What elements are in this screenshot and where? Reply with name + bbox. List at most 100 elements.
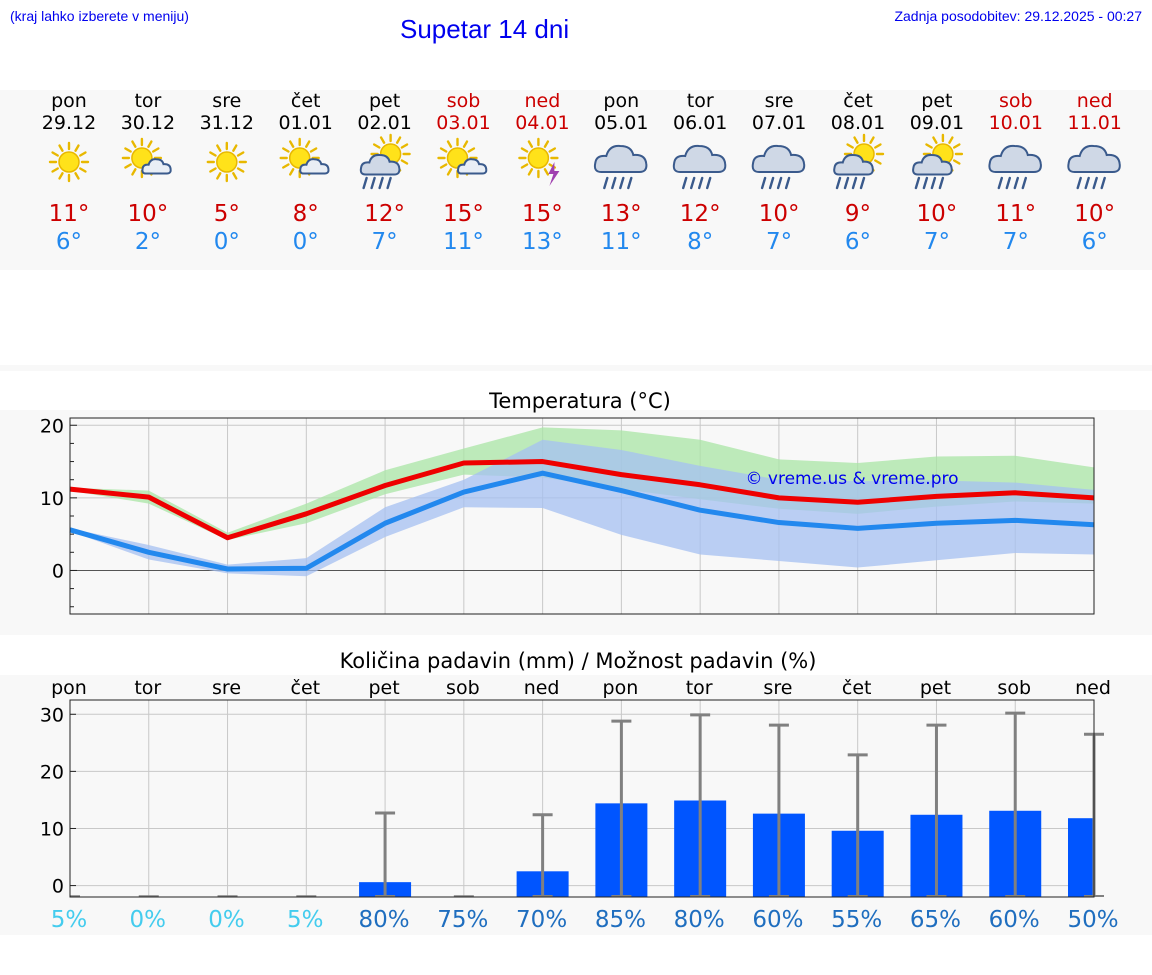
sun-cloud-rain-icon: [912, 133, 964, 190]
forecast-strip: [0, 90, 1152, 270]
precip-chance: 70%: [516, 907, 567, 933]
precip-day-label: sre: [763, 677, 792, 699]
location-hint: (kraj lahko izberete v meniju): [10, 8, 189, 24]
precip-chart-title: Količina padavin (mm) / Možnost padavin …: [340, 649, 817, 673]
day-date: 11.01: [1067, 112, 1121, 134]
min-temp: 6°: [56, 229, 82, 255]
min-temp-line: [69, 470, 1095, 572]
precip-plot-frame: [69, 699, 1095, 898]
max-temp: 12°: [364, 201, 405, 227]
day-date: 10.01: [989, 112, 1043, 134]
temp-ytick-label: 0: [52, 560, 64, 582]
day-date: 06.01: [673, 112, 727, 134]
day-date: 08.01: [831, 112, 885, 134]
min-temp: 8°: [687, 229, 713, 255]
temp-chart-title: Temperatura (°C): [488, 389, 671, 413]
min-temp: 7°: [1003, 229, 1029, 255]
day-name: tor: [134, 90, 161, 112]
day-date: 01.01: [278, 112, 332, 134]
day-date: 29.12: [42, 112, 96, 134]
min-range-band: [70, 439, 1094, 577]
day-name: pon: [603, 90, 639, 112]
precip-day-label: ned: [1075, 677, 1111, 699]
min-temp: 13°: [522, 229, 563, 255]
watermark: © vreme.us & vreme.pro: [745, 469, 958, 489]
max-temp-line: [69, 459, 1095, 541]
precip-day-label: sob: [997, 677, 1031, 699]
day-name: ned: [525, 90, 561, 112]
sun-cloud-rain-icon: [359, 133, 411, 190]
max-temp: 9°: [845, 201, 871, 227]
precip-day-label: pet: [920, 677, 951, 699]
max-temp: 12°: [680, 201, 721, 227]
precip-chance: 85%: [595, 907, 646, 933]
page-title[interactable]: Supetar 14 dni: [400, 14, 570, 44]
day-name: ned: [1077, 90, 1113, 112]
sunny-icon: [48, 141, 90, 183]
precip-day-label: ned: [524, 677, 560, 699]
max-temp: 10°: [917, 201, 958, 227]
max-temp: 10°: [1074, 201, 1115, 227]
temp-ytick-label: 10: [40, 488, 64, 510]
sun-thunder-icon: [518, 137, 560, 186]
max-temp: 15°: [522, 201, 563, 227]
precip-chance: 75%: [437, 907, 488, 933]
precip-ytick-label: 20: [40, 761, 64, 783]
max-temp: 13°: [601, 201, 642, 227]
day-name: čet: [291, 90, 321, 112]
day-date: 30.12: [121, 112, 175, 134]
sun-cloud-icon: [279, 137, 330, 179]
cloud-rain-icon: [672, 144, 727, 190]
max-temp: 5°: [214, 201, 240, 227]
precip-day-label: tor: [686, 677, 713, 699]
min-temp: 7°: [766, 229, 792, 255]
precip-chance: 55%: [831, 907, 882, 933]
day-name: sre: [765, 90, 794, 112]
max-temp: 8°: [293, 201, 319, 227]
day-name: sob: [999, 90, 1033, 112]
precip-day-label: tor: [134, 677, 161, 699]
day-name: pet: [369, 90, 400, 112]
day-name: pet: [921, 90, 952, 112]
precip-chance: 60%: [989, 907, 1040, 933]
sun-cloud-icon: [121, 137, 172, 179]
separator-band: [0, 365, 1152, 371]
max-temp: 10°: [759, 201, 800, 227]
precip-chance: 0%: [130, 907, 167, 933]
day-date: 07.01: [752, 112, 806, 134]
day-name: pon: [51, 90, 87, 112]
day-name: sob: [447, 90, 481, 112]
min-temp: 7°: [924, 229, 950, 255]
precip-ytick-label: 30: [40, 704, 64, 726]
precip-day-label: pet: [368, 677, 399, 699]
day-date: 02.01: [357, 112, 411, 134]
precip-day-label: pon: [51, 677, 87, 699]
min-temp: 2°: [135, 229, 161, 255]
precip-chance: 65%: [910, 907, 961, 933]
precip-bar: [1068, 818, 1094, 897]
precip-ytick-label: 10: [40, 818, 64, 840]
cloud-rain-icon: [751, 144, 806, 190]
precip-chance: 80%: [359, 907, 410, 933]
precip-day-label: pon: [603, 677, 639, 699]
min-temp: 6°: [1082, 229, 1108, 255]
precip-chance: 60%: [752, 907, 803, 933]
precip-chance: 0%: [208, 907, 245, 933]
precip-day-label: čet: [842, 677, 872, 699]
sunny-icon: [206, 141, 248, 183]
sun-cloud-rain-icon: [833, 133, 885, 190]
min-temp: 0°: [214, 229, 240, 255]
min-temp: 11°: [601, 229, 642, 255]
day-name: tor: [687, 90, 714, 112]
cloud-rain-icon: [1067, 144, 1121, 190]
precip-chance: 80%: [674, 907, 725, 933]
precip-day-label: čet: [291, 677, 321, 699]
min-temp: 11°: [443, 229, 484, 255]
precip-chance: 50%: [1067, 907, 1118, 933]
day-name: sre: [212, 90, 241, 112]
precip-ytick-label: 0: [52, 876, 64, 898]
min-temp: 6°: [845, 229, 871, 255]
max-temp: 11°: [49, 201, 90, 227]
precip-chance: 5%: [287, 907, 324, 933]
